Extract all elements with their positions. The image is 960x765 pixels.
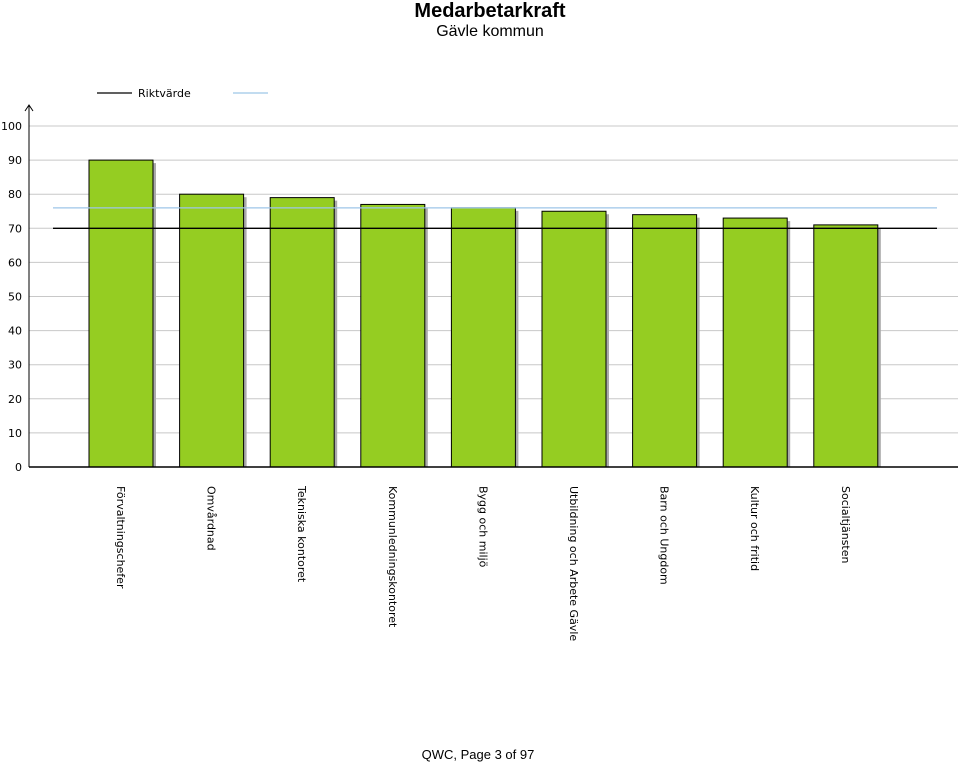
x-tick-label: Socialtjänsten <box>839 486 852 564</box>
y-tick-label: 30 <box>8 359 22 372</box>
x-tick-label: Kultur och fritid <box>748 486 761 571</box>
y-tick-label: 50 <box>8 291 22 304</box>
bar <box>179 193 245 468</box>
bar <box>360 203 426 468</box>
y-tick-label: 80 <box>8 188 22 201</box>
x-tick-label: Kommunledningskontoret <box>386 486 399 628</box>
page-title: Medarbetarkraft <box>414 0 566 22</box>
x-tick-label: Tekniska kontoret <box>295 485 308 583</box>
y-axis-arrow-icon <box>24 104 34 112</box>
y-tick-label: 90 <box>8 154 22 167</box>
legend-label-riktvarde: Riktvärde <box>138 87 191 100</box>
page-footer: QWC, Page 3 of 97 <box>421 747 535 762</box>
x-tick-label: Bygg och miljö <box>476 486 489 568</box>
bar <box>269 197 335 468</box>
bar-chart: 0 10 20 30 40 50 60 70 80 90 100 Förvaltningschefe… <box>1 87 958 641</box>
axes <box>24 104 958 468</box>
bar <box>722 217 788 468</box>
y-tick-label: 10 <box>8 427 22 440</box>
bar <box>813 224 879 468</box>
y-tick-label: 20 <box>8 393 22 406</box>
y-tick-label: 60 <box>8 256 22 269</box>
x-tick-label: Omvårdnad <box>205 486 218 551</box>
y-tick-labels: 0 10 20 30 40 50 60 70 80 90 100 <box>1 120 22 474</box>
x-tick-label: Utbildning och Arbete Gävle <box>567 486 580 641</box>
x-tick-label: Barn och Ungdom <box>658 486 671 585</box>
reference-lines <box>53 207 937 229</box>
x-tick-label: Förvaltningschefer <box>114 486 127 589</box>
bar <box>450 207 516 468</box>
page-subtitle: Gävle kommun <box>436 23 544 40</box>
y-tick-label: 40 <box>8 325 22 338</box>
bars <box>88 159 881 468</box>
y-tick-label: 0 <box>15 461 22 474</box>
x-tick-labels: Förvaltningschefer Omvårdnad Tekniska kont… <box>114 485 852 641</box>
y-tick-label: 100 <box>1 120 22 133</box>
bar <box>541 210 607 468</box>
bar <box>632 214 698 468</box>
legend: Riktvärde <box>97 87 268 100</box>
y-tick-label: 70 <box>8 222 22 235</box>
bar <box>88 159 154 468</box>
